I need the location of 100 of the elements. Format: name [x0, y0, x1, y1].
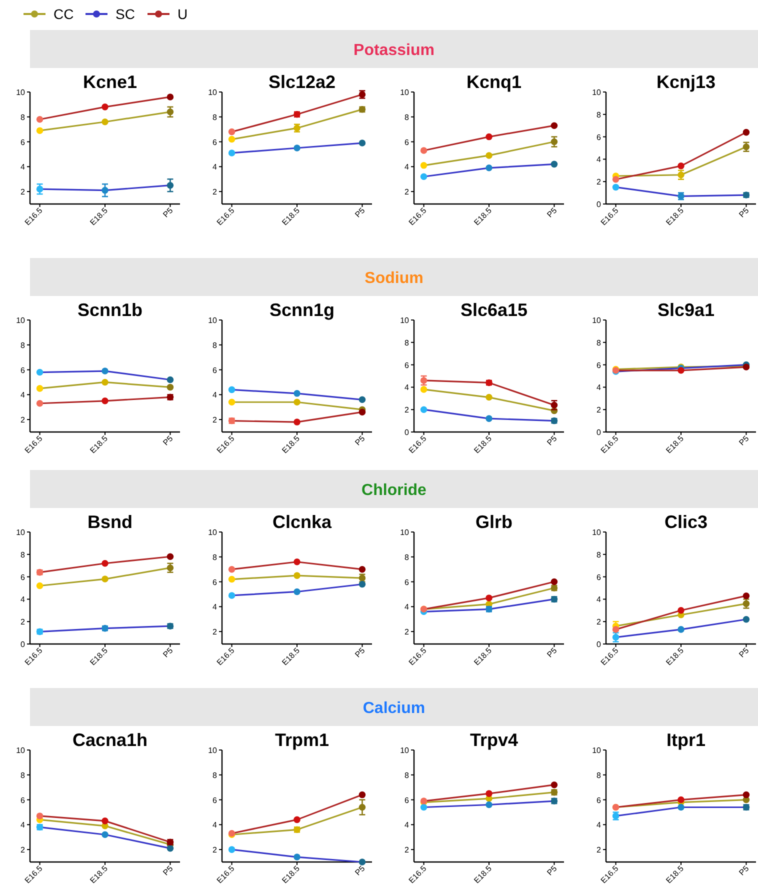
- y-tick-label: 10: [208, 746, 218, 755]
- y-tick-label: 2: [404, 406, 410, 415]
- point: [228, 846, 236, 853]
- y-tick-label: 10: [592, 746, 602, 755]
- point: [166, 384, 174, 391]
- point: [550, 578, 558, 586]
- x-tick-label: P5: [353, 646, 368, 660]
- x-tick-label: P5: [737, 434, 752, 448]
- legend-label: CC: [54, 6, 74, 22]
- y-tick-label: 2: [20, 188, 26, 197]
- point: [102, 368, 108, 374]
- x-tick-label: P5: [737, 864, 752, 878]
- y-tick-label: 0: [596, 428, 602, 437]
- point: [166, 553, 174, 560]
- point: [294, 418, 300, 426]
- point: [294, 588, 300, 596]
- point: [486, 801, 492, 808]
- point: [742, 616, 750, 623]
- y-tick-label: 8: [20, 340, 26, 350]
- y-tick-label: 2: [20, 846, 26, 855]
- y-tick-label: 4: [404, 602, 410, 612]
- chart-title: Trpv4: [470, 730, 518, 750]
- y-tick-label: 10: [16, 528, 26, 537]
- y-tick-label: 10: [208, 88, 218, 97]
- y-tick-label: 4: [212, 162, 218, 172]
- legend-label: SC: [116, 6, 135, 22]
- y-tick-label: 6: [212, 578, 218, 587]
- y-tick-label: 2: [596, 406, 602, 415]
- y-tick-label: 8: [404, 338, 410, 348]
- point: [294, 390, 300, 397]
- x-tick-label: P5: [737, 646, 752, 660]
- chart-title: Scnn1b: [77, 300, 143, 320]
- y-tick-label: 10: [16, 88, 26, 97]
- y-tick-label: 2: [212, 416, 218, 425]
- point: [102, 818, 108, 824]
- text: Potassium: [354, 42, 434, 59]
- y-tick-label: 2: [404, 846, 410, 855]
- point: [358, 140, 366, 146]
- point: [294, 854, 300, 860]
- y-tick-label: 8: [20, 550, 26, 560]
- y-tick-label: 4: [20, 390, 26, 400]
- point: [36, 812, 44, 820]
- point: [420, 147, 428, 154]
- y-tick-label: 6: [596, 132, 602, 142]
- y-tick-label: 4: [404, 162, 410, 172]
- point: [166, 376, 174, 384]
- y-tick-label: 10: [592, 88, 602, 97]
- point: [102, 831, 108, 838]
- chart-title: Clic3: [664, 512, 708, 532]
- point: [294, 558, 300, 566]
- x-tick-label: P5: [545, 434, 560, 448]
- y-tick-label: 6: [404, 360, 410, 370]
- x-tick-label: P5: [161, 864, 176, 878]
- chart-title: Bsnd: [88, 512, 132, 532]
- point: [228, 398, 236, 406]
- text: Sodium: [364, 270, 424, 287]
- chart-title: Slc9a1: [657, 300, 715, 320]
- y-tick-label: 4: [20, 820, 26, 830]
- y-tick-label: 10: [16, 316, 26, 325]
- point: [678, 172, 684, 178]
- point: [550, 402, 558, 408]
- y-tick-label: 10: [400, 528, 410, 537]
- point: [294, 398, 300, 406]
- y-tick-label: 4: [404, 820, 410, 830]
- y-tick-label: 6: [404, 138, 410, 147]
- y-tick-label: 6: [212, 366, 218, 375]
- point: [486, 594, 492, 602]
- x-tick-label: P5: [545, 646, 560, 660]
- y-tick-label: 8: [212, 112, 218, 122]
- y-tick-label: 10: [592, 316, 602, 325]
- point: [36, 385, 44, 392]
- point: [36, 582, 44, 590]
- x-tick-label: P5: [353, 864, 368, 878]
- chart-title: Cacna1h: [72, 730, 148, 750]
- point: [678, 796, 684, 804]
- point: [550, 122, 558, 129]
- y-tick-label: 4: [404, 383, 410, 392]
- x-tick-label: P5: [545, 864, 560, 878]
- y-tick-label: 6: [20, 796, 26, 805]
- point: [358, 804, 366, 811]
- point: [102, 398, 108, 404]
- y-tick-label: 6: [20, 572, 26, 582]
- point: [166, 844, 174, 852]
- y-tick-label: 8: [596, 550, 602, 560]
- point: [420, 406, 428, 413]
- y-tick-label: 0: [404, 428, 410, 437]
- y-tick-label: 6: [212, 796, 218, 805]
- point: [420, 162, 428, 169]
- y-tick-label: 8: [404, 552, 410, 562]
- point: [166, 182, 174, 189]
- y-tick-label: 2: [20, 416, 26, 425]
- y-tick-label: 4: [596, 595, 602, 604]
- point: [612, 176, 620, 183]
- point: [36, 368, 44, 376]
- y-tick-label: 0: [20, 640, 26, 649]
- y-tick-label: 8: [212, 552, 218, 562]
- y-tick-label: 2: [596, 178, 602, 187]
- y-tick-label: 8: [596, 770, 602, 780]
- point: [420, 173, 428, 180]
- point: [228, 576, 236, 583]
